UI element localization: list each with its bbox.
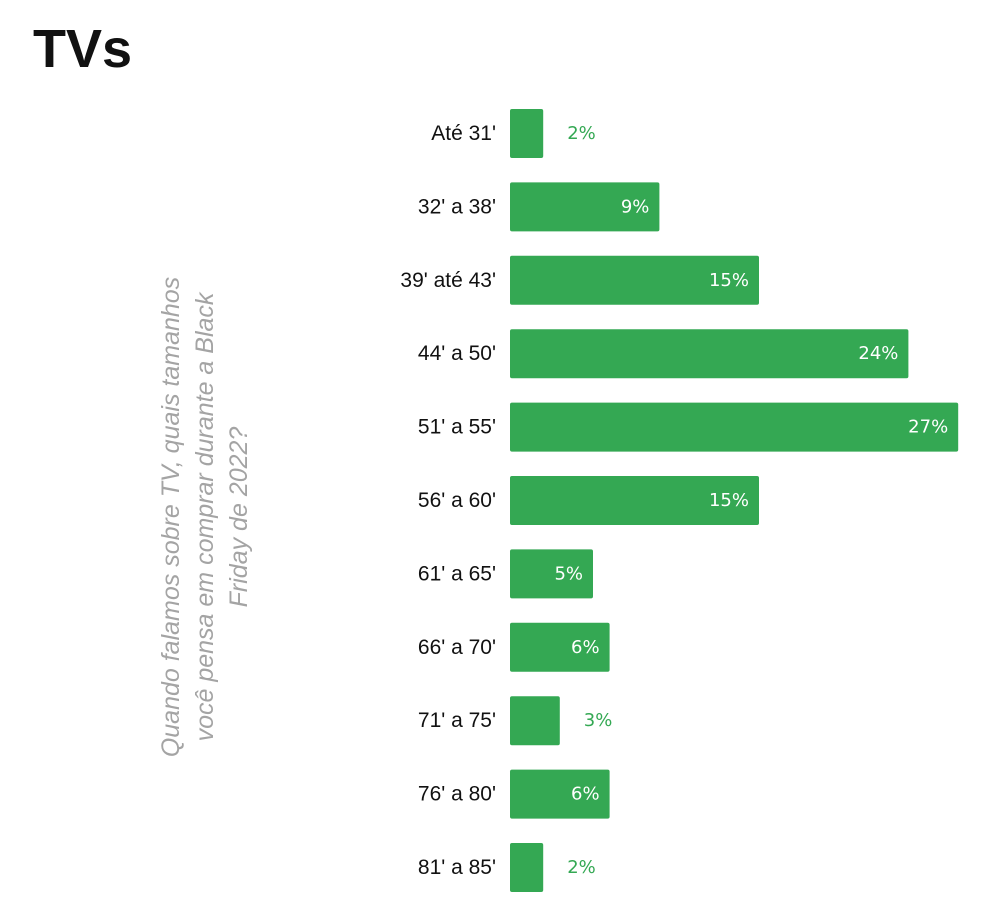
bar-value-label: 3%	[584, 710, 613, 731]
bars-layer: Até 31' 2% 32' a 38' 9% 39' até 43' 15% 44' a …	[400, 109, 959, 892]
bar	[510, 622, 610, 672]
bar-value-label: 27%	[908, 417, 948, 438]
category-label: 51' a 55'	[418, 416, 496, 439]
y-axis-label: Quando falamos sobre TV, quais tamanhos v…	[157, 277, 253, 757]
category-label: 81' a 85'	[418, 856, 496, 879]
category-label: Até 31'	[431, 122, 496, 145]
category-label: 39' até 43'	[400, 269, 496, 292]
bar	[510, 329, 909, 379]
bar-value-label: 9%	[621, 196, 650, 217]
y-axis-label-line: Quando falamos sobre TV, quais tamanhos	[157, 277, 185, 757]
category-label: 71' a 75'	[418, 709, 496, 732]
bar	[510, 843, 544, 892]
y-axis-label-line: Friday de 2022?	[225, 427, 253, 608]
bar	[510, 769, 610, 819]
bar-value-label: 24%	[858, 343, 898, 364]
bar-value-label: 15%	[709, 270, 749, 291]
category-label: 32' a 38'	[418, 195, 496, 218]
category-label: 56' a 60'	[418, 489, 496, 512]
bar-value-label: 6%	[571, 637, 600, 658]
bar	[510, 255, 759, 305]
chart-title: TVs	[33, 19, 132, 79]
bar	[510, 109, 544, 158]
bar-value-label: 6%	[571, 784, 600, 805]
bar	[510, 696, 560, 746]
category-label: 76' a 80'	[418, 783, 496, 806]
category-label: 44' a 50'	[418, 342, 496, 365]
y-axis-label-line: você pensa em comprar durante a Black	[191, 291, 219, 741]
bar-value-label: 5%	[554, 563, 583, 584]
bar	[510, 549, 593, 599]
bar-value-label: 15%	[709, 490, 749, 511]
category-label: 61' a 65'	[418, 562, 496, 585]
bar-value-label: 2%	[567, 123, 596, 144]
bar	[510, 476, 759, 525]
bar	[510, 402, 959, 452]
bar-value-label: 2%	[567, 857, 596, 878]
category-label: 66' a 70'	[418, 636, 496, 659]
bar	[510, 182, 660, 232]
